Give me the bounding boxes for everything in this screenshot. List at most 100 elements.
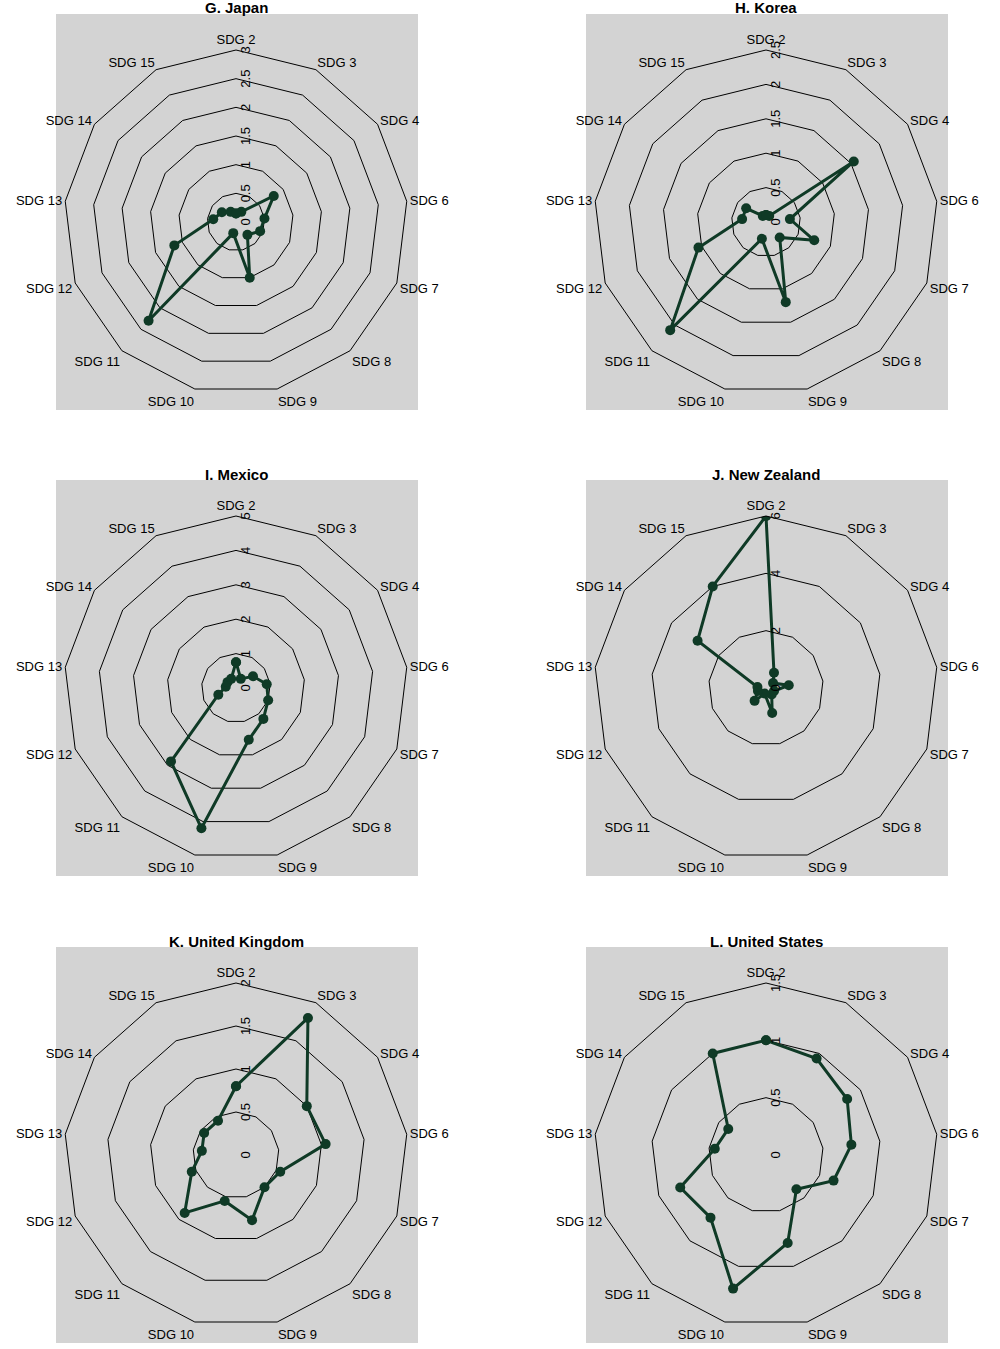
- svg-text:0: 0: [238, 684, 253, 691]
- svg-text:H. Korea: H. Korea: [735, 0, 797, 16]
- svg-text:SDG 4: SDG 4: [910, 579, 949, 594]
- svg-text:3: 3: [238, 581, 253, 588]
- svg-text:SDG 7: SDG 7: [930, 747, 969, 762]
- svg-text:SDG 11: SDG 11: [75, 354, 120, 369]
- svg-text:SDG 13: SDG 13: [546, 659, 592, 674]
- svg-text:0: 0: [238, 218, 253, 225]
- svg-text:2.5: 2.5: [238, 70, 253, 88]
- svg-text:SDG 10: SDG 10: [148, 394, 194, 409]
- svg-text:SDG 14: SDG 14: [576, 579, 622, 594]
- svg-text:SDG 4: SDG 4: [910, 1046, 949, 1061]
- svg-text:SDG 13: SDG 13: [16, 1126, 62, 1141]
- svg-text:SDG 2: SDG 2: [216, 965, 255, 980]
- svg-text:SDG 6: SDG 6: [940, 1126, 979, 1141]
- svg-text:0: 0: [768, 218, 783, 225]
- svg-text:SDG 2: SDG 2: [216, 32, 255, 47]
- svg-text:SDG 9: SDG 9: [808, 394, 847, 409]
- svg-text:SDG 10: SDG 10: [678, 860, 724, 875]
- svg-text:SDG 2: SDG 2: [746, 32, 785, 47]
- svg-text:5: 5: [238, 512, 253, 519]
- svg-text:SDG 9: SDG 9: [278, 1327, 317, 1342]
- svg-text:SDG 3: SDG 3: [317, 988, 356, 1003]
- svg-text:SDG 7: SDG 7: [930, 281, 969, 296]
- svg-text:L. United States: L. United States: [710, 933, 823, 950]
- svg-text:SDG 11: SDG 11: [75, 1287, 120, 1302]
- svg-text:1.5: 1.5: [768, 974, 783, 992]
- svg-text:0: 0: [768, 1151, 783, 1158]
- svg-text:SDG 15: SDG 15: [108, 55, 154, 70]
- svg-text:SDG 3: SDG 3: [847, 988, 886, 1003]
- svg-text:4: 4: [768, 570, 783, 577]
- svg-text:SDG 10: SDG 10: [678, 394, 724, 409]
- svg-text:2.5: 2.5: [768, 41, 783, 59]
- svg-text:SDG 6: SDG 6: [410, 193, 449, 208]
- svg-text:SDG 12: SDG 12: [26, 281, 72, 296]
- svg-text:SDG 15: SDG 15: [638, 55, 684, 70]
- svg-text:6: 6: [768, 512, 783, 519]
- svg-text:SDG 6: SDG 6: [410, 1126, 449, 1141]
- svg-text:SDG 14: SDG 14: [576, 113, 622, 128]
- svg-text:SDG 4: SDG 4: [380, 113, 419, 128]
- svg-text:1: 1: [238, 650, 253, 657]
- svg-text:1: 1: [238, 1065, 253, 1072]
- svg-text:0: 0: [238, 1151, 253, 1158]
- svg-text:SDG 8: SDG 8: [352, 354, 391, 369]
- svg-text:SDG 6: SDG 6: [940, 193, 979, 208]
- svg-text:SDG 4: SDG 4: [380, 579, 419, 594]
- svg-text:SDG 11: SDG 11: [75, 820, 120, 835]
- svg-text:SDG 3: SDG 3: [847, 521, 886, 536]
- svg-text:SDG 12: SDG 12: [556, 1214, 602, 1229]
- svg-text:1.5: 1.5: [768, 110, 783, 128]
- svg-text:SDG 9: SDG 9: [278, 860, 317, 875]
- svg-text:SDG 10: SDG 10: [148, 1327, 194, 1342]
- svg-text:SDG 14: SDG 14: [576, 1046, 622, 1061]
- svg-text:2: 2: [238, 979, 253, 986]
- svg-text:SDG 3: SDG 3: [317, 55, 356, 70]
- svg-text:0: 0: [768, 684, 783, 691]
- svg-text:2: 2: [238, 104, 253, 111]
- svg-text:1: 1: [238, 161, 253, 168]
- svg-text:2: 2: [768, 627, 783, 634]
- svg-text:SDG 3: SDG 3: [317, 521, 356, 536]
- svg-text:SDG 2: SDG 2: [746, 965, 785, 980]
- svg-text:1.5: 1.5: [238, 127, 253, 145]
- svg-text:SDG 10: SDG 10: [678, 1327, 724, 1342]
- svg-text:SDG 13: SDG 13: [546, 1126, 592, 1141]
- svg-text:SDG 12: SDG 12: [26, 747, 72, 762]
- svg-text:3: 3: [238, 46, 253, 53]
- svg-text:4: 4: [238, 547, 253, 554]
- svg-text:0.5: 0.5: [238, 1103, 253, 1121]
- svg-text:SDG 8: SDG 8: [882, 354, 921, 369]
- svg-text:SDG 3: SDG 3: [847, 55, 886, 70]
- svg-text:SDG 6: SDG 6: [940, 659, 979, 674]
- svg-text:SDG 7: SDG 7: [400, 747, 439, 762]
- svg-text:SDG 11: SDG 11: [605, 1287, 650, 1302]
- svg-text:SDG 14: SDG 14: [46, 579, 92, 594]
- svg-text:SDG 15: SDG 15: [108, 988, 154, 1003]
- svg-text:SDG 4: SDG 4: [910, 113, 949, 128]
- svg-text:SDG 15: SDG 15: [108, 521, 154, 536]
- svg-text:SDG 4: SDG 4: [380, 1046, 419, 1061]
- svg-text:SDG 7: SDG 7: [400, 1214, 439, 1229]
- svg-text:SDG 13: SDG 13: [546, 193, 592, 208]
- svg-text:0.5: 0.5: [768, 179, 783, 197]
- svg-text:SDG 7: SDG 7: [930, 1214, 969, 1229]
- svg-text:SDG 2: SDG 2: [216, 498, 255, 513]
- svg-text:1.5: 1.5: [238, 1017, 253, 1035]
- svg-text:SDG 12: SDG 12: [556, 281, 602, 296]
- svg-text:1: 1: [768, 1037, 783, 1044]
- svg-text:SDG 11: SDG 11: [605, 354, 650, 369]
- svg-text:SDG 9: SDG 9: [808, 1327, 847, 1342]
- svg-text:J. New Zealand: J. New Zealand: [712, 466, 820, 483]
- svg-text:SDG 6: SDG 6: [410, 659, 449, 674]
- svg-text:1: 1: [768, 150, 783, 157]
- svg-text:SDG 8: SDG 8: [882, 820, 921, 835]
- svg-text:SDG 15: SDG 15: [638, 988, 684, 1003]
- svg-text:SDG 8: SDG 8: [352, 1287, 391, 1302]
- svg-text:SDG 13: SDG 13: [16, 659, 62, 674]
- svg-text:K. United Kingdom: K. United Kingdom: [169, 933, 304, 950]
- svg-text:SDG 13: SDG 13: [16, 193, 62, 208]
- svg-text:2: 2: [238, 616, 253, 623]
- svg-text:SDG 15: SDG 15: [638, 521, 684, 536]
- svg-text:0.5: 0.5: [238, 184, 253, 202]
